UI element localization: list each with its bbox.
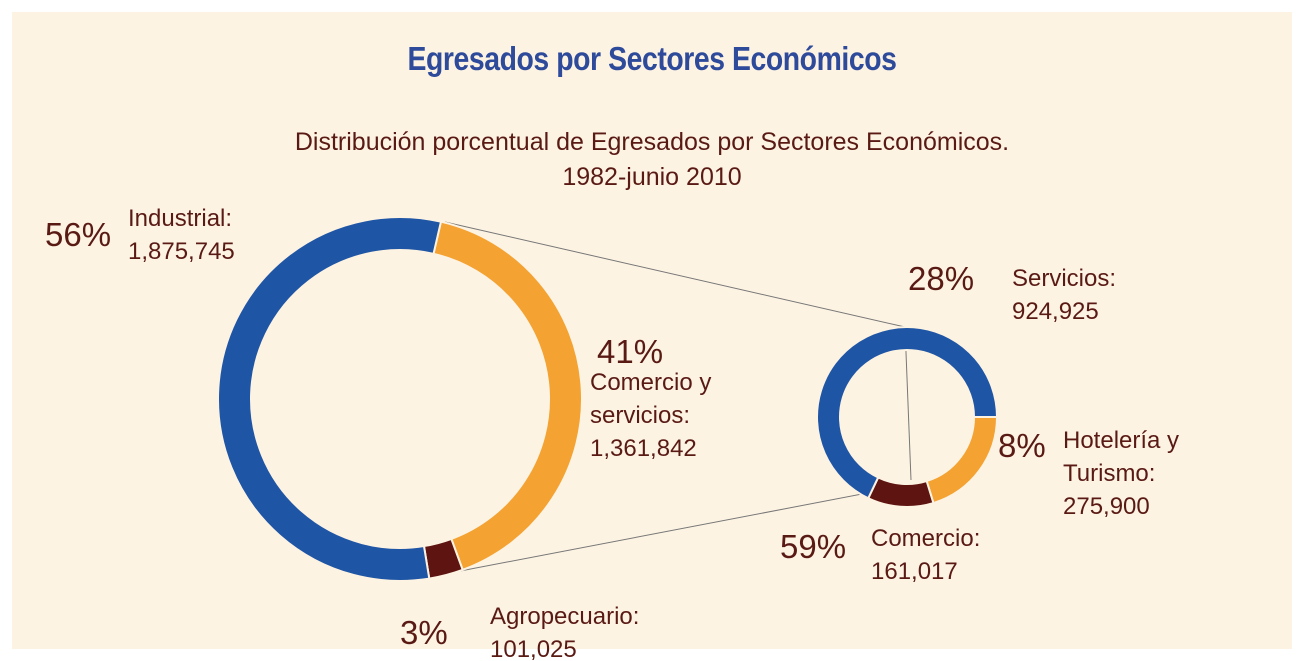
slice-label: Servicios: 924,925 — [1012, 262, 1162, 328]
slice-label: Hotelería y Turismo: 275,900 — [1063, 424, 1213, 523]
panel — [12, 12, 1292, 649]
percent-label: 28% — [908, 260, 975, 297]
connector-line — [454, 480, 931, 573]
category-label: Industrial: — [128, 205, 233, 232]
chart-title: Egresados por Sectores Económicos — [407, 40, 897, 77]
percent-label: 41% — [597, 333, 664, 370]
category-label: Agropecuario: — [490, 603, 640, 630]
percent-label: 3% — [400, 614, 448, 651]
chart-subtitle: Distribución porcentual de Egresados por… — [294, 128, 1010, 156]
donut-segment — [816, 326, 999, 500]
percent-label: 59% — [780, 528, 847, 565]
value-label: 101,025 — [490, 636, 577, 661]
chart-subtitle: 1982-junio 2010 — [562, 163, 742, 191]
slice-label: Comercio y servicios: 1,361,842 — [590, 366, 750, 465]
slice-label: Industrial: 1,875,745 — [128, 202, 288, 268]
value-label: 161,017 — [871, 558, 958, 585]
value-label: 275,900 — [1063, 493, 1150, 520]
donut-segment — [217, 216, 443, 582]
connector-line — [444, 221, 906, 328]
value-label: 924,925 — [1012, 298, 1099, 325]
connector-line — [904, 326, 912, 481]
donut-segment — [432, 220, 583, 572]
category-label: Comercio y servicios: — [590, 369, 712, 429]
slice-label: Comercio: 161,017 — [871, 522, 1031, 588]
category-label: Comercio: — [871, 525, 981, 552]
percent-label: 8% — [998, 427, 1046, 464]
category-label: Hotelería y Turismo: — [1063, 427, 1180, 487]
donut-segment — [866, 476, 935, 508]
category-label: Servicios: — [1012, 265, 1117, 292]
value-label: 1,875,745 — [128, 238, 235, 265]
percent-label: 56% — [45, 216, 112, 253]
donut-segment — [925, 416, 999, 505]
value-label: 1,361,842 — [590, 435, 697, 462]
slice-label: Agropecuario: 101,025 — [490, 600, 710, 661]
